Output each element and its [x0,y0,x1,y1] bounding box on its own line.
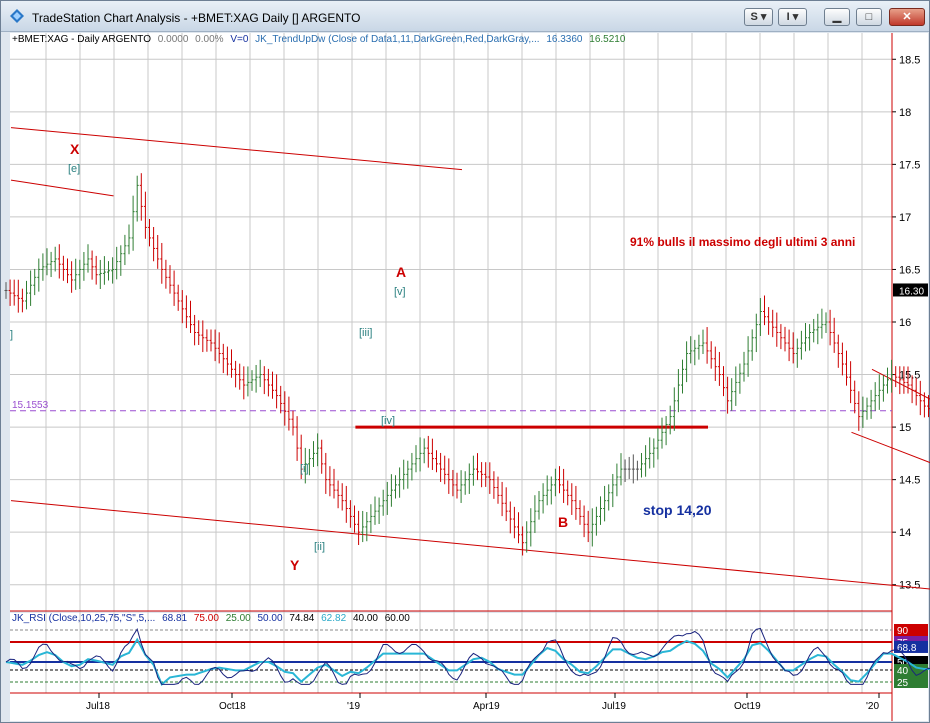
wave-label-fragment: ] [10,329,13,341]
wave-label-y: Y [290,557,300,573]
rsi-axis-box [894,664,928,676]
annotation-stop: stop 14,20 [643,502,712,518]
legend-value-2: 16.5210 [589,34,626,45]
axis-tick-label: 14 [899,527,911,539]
axis-tick-label: 17.5 [899,159,920,171]
rsi-legend-v1: 68.81 [162,613,188,624]
wave-label-ii: [ii] [314,541,325,553]
rsi-legend-name: JK_RSI (Close,10,25,75,"S",5,... [12,613,156,624]
rsi-legend: JK_RSI (Close,10,25,75,"S",5,... 68.81 7… [12,613,414,624]
axis-tick-label: 14.5 [899,475,920,487]
trend-line [10,179,114,197]
legend-volume: V=0 [230,34,249,45]
axis-tick-label: 16.5 [899,264,920,276]
time-axis [10,693,892,721]
wave-label-i: [i] [300,463,309,475]
title-bar[interactable]: TradeStation Chart Analysis - +BMET:XAG … [1,1,929,32]
rsi-axis-label: 25 [897,678,909,689]
maximize-button[interactable]: □ [856,8,882,26]
time-axis-label: Oct18 [219,701,246,712]
axis-tick-label: 15 [899,422,911,434]
reference-line-label: 15.1553 [12,400,49,411]
wave-label-iv: [iv] [381,415,395,427]
wave-label-e: [e] [68,163,80,175]
app-logo-icon [10,9,24,23]
rsi-axis-box [894,676,928,688]
minimize-button[interactable]: ▁ [824,8,850,26]
rsi-legend-v3: 25.00 [225,613,251,624]
trend-line [10,127,463,171]
close-button[interactable]: ✕ [889,8,925,26]
axis-tick-label: 15.5 [899,370,920,382]
time-axis-label: '20 [866,701,879,712]
time-axis-label: Jul19 [602,701,626,712]
trend-line [851,431,930,464]
trend-line [10,500,930,590]
wave-label-v: [v] [394,286,406,298]
wave-label-b: B [558,514,568,530]
wave-label-iii: [iii] [359,327,372,339]
legend-symbol: +BMET:XAG - Daily ARGENTO [12,34,152,45]
axis-tick-label: 16 [899,317,911,329]
current-price-label: 16.30 [899,286,924,297]
time-axis-label: Apr19 [473,701,500,712]
rsi-axis-label: 50 [897,658,909,669]
legend-value-1: 16.3360 [546,34,583,45]
rsi-axis-label: 90 [897,626,909,637]
window-title: TradeStation Chart Analysis - +BMET:XAG … [32,11,361,25]
legend-pct: 0.00% [195,34,224,45]
current-price-box [893,283,928,297]
rsi-subchart-area[interactable] [10,613,892,693]
style-menu-button[interactable]: S ▾ [744,8,773,26]
price-axis [892,33,928,721]
annotation-bulls: 91% bulls il massimo degli ultimi 3 anni [630,235,855,249]
rsi-legend-v2: 75.00 [193,613,219,624]
axis-tick-label: 18.5 [899,54,920,66]
rsi-axis-box [894,640,928,653]
wave-label-a: A [396,264,406,280]
rsi-legend-v8: 60.00 [384,613,410,624]
rsi-legend-v4: 50.00 [257,613,283,624]
time-axis-label: Jul18 [86,701,110,712]
rsi-main-line [5,627,930,685]
rsi-axis-label: 68.8 [897,643,917,654]
rsi-signal-line [5,637,930,687]
trend-line [871,368,930,400]
rsi-axis-box [894,624,928,636]
time-axis-label: '19 [347,701,360,712]
wave-label-x: X [70,141,80,157]
rsi-legend-v6: 62.82 [321,613,347,624]
close-icon: ✕ [902,11,912,23]
rsi-legend-v7: 40.00 [352,613,378,624]
maximize-icon: □ [865,11,873,23]
axis-tick-label: 18 [899,107,911,119]
rsi-legend-v5: 74.84 [289,613,315,624]
rsi-axis-label: 40 [897,666,909,677]
indicator-menu-button[interactable]: I ▾ [778,8,807,26]
time-axis-label: Oct19 [734,701,761,712]
legend-change: 0.0000 [157,34,189,45]
chart-legend: +BMET:XAG - Daily ARGENTO 0.0000 0.00% V… [12,34,629,45]
legend-indicator: JK_TrendUpDw (Close of Data1,11,DarkGree… [255,34,540,45]
axis-tick-label: 17 [899,212,911,224]
minimize-icon: ▁ [832,11,842,23]
axis-tick-label: 13.5 [899,580,920,592]
